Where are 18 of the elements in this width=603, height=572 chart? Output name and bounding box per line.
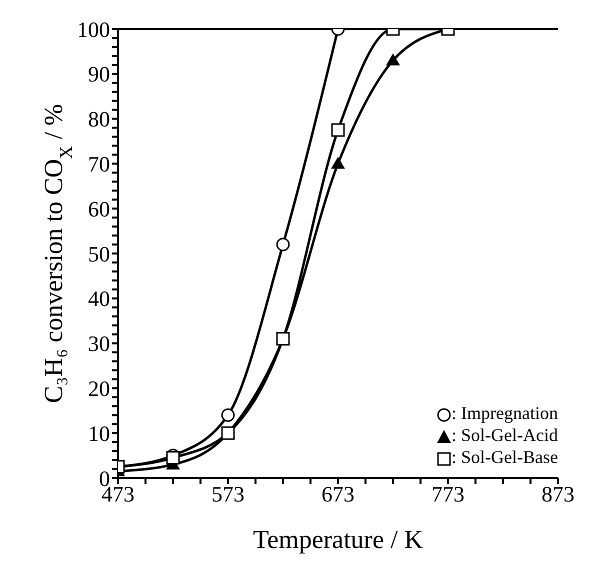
x-axis-title: Temperature / K [253,525,424,554]
x-tick-label: 773 [432,482,464,507]
y-tick-label: 70 [88,152,110,177]
legend-label: : Sol-Gel-Acid [452,425,558,445]
y-tick-label: 20 [88,376,110,402]
x-tick-label: 673 [322,482,354,507]
y-tick-label: 80 [88,106,110,132]
y-tick-label: 90 [88,62,110,87]
y-tick-label: 60 [88,196,110,222]
y-tick-label: 100 [77,16,110,42]
y-tick-label: 40 [88,286,110,312]
x-tick-label: 873 [542,482,574,507]
y-tick-label: 10 [88,420,110,446]
legend-label: : Impregnation [452,403,558,423]
legend-label: : Sol-Gel-Base [452,447,558,467]
y-tick-label: 30 [88,331,110,356]
y-tick-label: 50 [88,241,110,266]
x-tick-label: 573 [212,482,244,507]
